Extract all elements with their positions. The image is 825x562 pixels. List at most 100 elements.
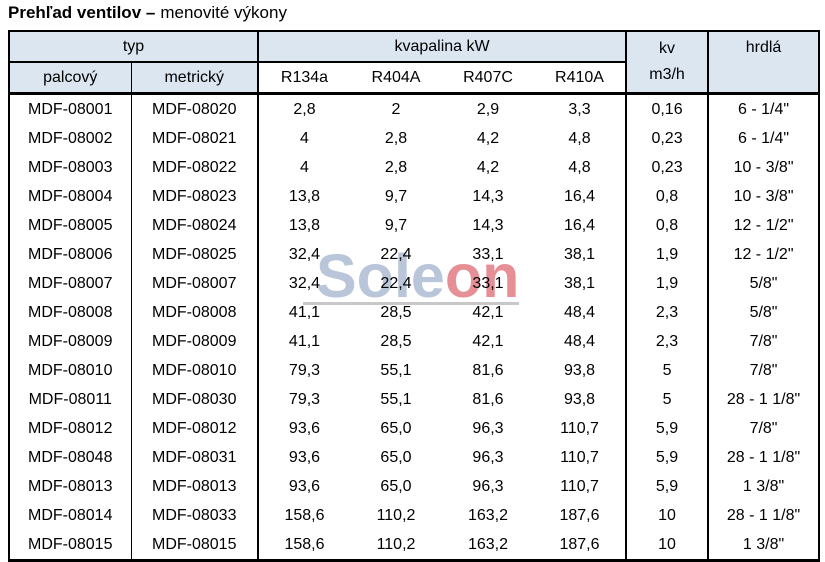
cell-kv: 0,16 — [626, 93, 710, 124]
cell-hrdla: 1 3/8" — [742, 536, 785, 553]
cell-metricky: MDF-08009 — [131, 327, 259, 356]
cell-kv: 1,9 — [626, 269, 710, 298]
cell-r410a: 48,4 — [534, 298, 628, 327]
table-row: MDF-08013 MDF-08013 93,6 65,0 96,3 110,7 5,9 1 … — [9, 472, 819, 501]
cell-hrdla: 7/8" — [749, 362, 778, 379]
cell-r404a: 2 — [391, 101, 401, 118]
cell-r134a: 41,1 — [288, 333, 321, 350]
cell-r410a: 4,8 — [534, 153, 628, 182]
cell-palcovy: MDF-08012 — [9, 414, 132, 443]
cell-hrdla: 28 - 1 1/8" — [726, 391, 801, 408]
cell-r404a: 22,4 — [380, 275, 412, 292]
cell-r404a: 22,4 — [380, 246, 412, 263]
table-body: MDF-08001 MDF-08020 2,8 2 2,9 3,3 0,16 6 - 1/4"… — [9, 93, 819, 561]
cell-palcovy: MDF-08014 — [9, 501, 132, 530]
cell-r407c: 96,3 — [472, 478, 504, 495]
table-header: typ kvapalina kW kv m3/h hrdlá palcový m… — [9, 31, 820, 95]
cell-r410a: 93,8 — [534, 356, 628, 385]
page-title-regular: menovité výkony — [160, 3, 287, 22]
cell-r404a: 110,2 — [376, 507, 416, 524]
cell-metricky: MDF-08021 — [131, 124, 259, 153]
page-title-bold: Prehľad ventilov – — [8, 3, 156, 22]
cell-r410a: 38,1 — [534, 240, 628, 269]
cell-r134a: 2,8 — [293, 101, 316, 118]
cell-r407c: 96,3 — [472, 449, 504, 466]
cell-palcovy: MDF-08004 — [9, 182, 132, 211]
cell-r404a: 28,5 — [380, 304, 412, 321]
cell-r407c: 14,3 — [472, 217, 504, 234]
cell-palcovy: MDF-08008 — [9, 298, 132, 327]
cell-r407c: 42,1 — [472, 333, 504, 350]
cell-palcovy: MDF-08007 — [9, 269, 132, 298]
header-r407c: R407C — [442, 62, 534, 95]
cell-r407c: 14,3 — [472, 188, 504, 205]
cell-r407c: 4,2 — [476, 130, 500, 147]
cell-metricky: MDF-08013 — [131, 472, 259, 501]
cell-r407c: 81,6 — [472, 362, 504, 379]
cell-hrdla: 1 3/8" — [742, 478, 785, 495]
cell-hrdla: 5/8" — [749, 304, 778, 321]
soleon-watermark-red: on — [444, 242, 520, 310]
cell-r134a: 32,4 — [288, 275, 321, 292]
header-row-columns: palcový metrický R134a R404A R407C R410A — [9, 62, 819, 95]
cell-r404a: 2,8 — [384, 159, 408, 176]
cell-r404a: 2,8 — [384, 130, 408, 147]
cell-r407c: 163,2 — [467, 536, 509, 553]
cell-hrdla: 28 - 1 1/8" — [726, 449, 801, 466]
header-typ: typ — [9, 31, 259, 63]
table-row: MDF-08048 MDF-08031 93,6 65,0 96,3 110,7 5,9 28… — [9, 443, 819, 472]
cell-palcovy: MDF-08006 — [9, 240, 132, 269]
cell-kv: 10 — [626, 501, 710, 530]
cell-kv: 5,9 — [626, 472, 710, 501]
table-row: MDF-08003 MDF-08022 4 2,8 4,2 4,8 0,23 10 - 3/8… — [9, 153, 819, 182]
cell-r134a: 158,6 — [284, 536, 325, 553]
cell-palcovy: MDF-08048 — [9, 443, 132, 472]
cell-kv: 1,9 — [626, 240, 710, 269]
cell-hrdla: 12 - 1/2" — [733, 217, 794, 234]
cell-palcovy: MDF-08002 — [9, 124, 132, 153]
table-row: MDF-08006 MDF-08025 32,4 22,4 33,1 38,1 1,9 12 … — [9, 240, 819, 269]
cell-hrdla: 10 - 3/8" — [733, 188, 794, 205]
cell-r404a: 65,0 — [380, 449, 412, 466]
cell-r134a: 4 — [300, 159, 309, 176]
header-metricky: metrický — [131, 62, 259, 95]
cell-r134a: 41,1 — [288, 304, 321, 321]
header-kv-line1: kv — [659, 40, 676, 57]
cell-r134a: 93,6 — [288, 478, 321, 495]
cell-r134a: 32,4 — [288, 246, 321, 263]
header-kvapalina: kvapalina kW — [258, 31, 628, 63]
cell-r407c: 33,1 — [472, 246, 504, 263]
cell-r410a: 187,6 — [534, 530, 628, 561]
cell-r410a: 4,8 — [534, 124, 628, 153]
cell-palcovy: MDF-08010 — [9, 356, 132, 385]
soleon-watermark: Soleon — [316, 246, 519, 307]
cell-r134a: 93,6 — [288, 449, 321, 466]
cell-palcovy: MDF-08009 — [9, 327, 132, 356]
cell-r407c: 96,3 — [472, 420, 504, 437]
cell-r404a: 55,1 — [380, 362, 412, 379]
cell-r404a: 65,0 — [380, 420, 412, 437]
cell-r410a: 110,7 — [534, 414, 628, 443]
cell-kv: 5,9 — [626, 414, 710, 443]
cell-palcovy: MDF-08005 — [9, 211, 132, 240]
cell-r407c: 33,1 — [472, 275, 504, 292]
cell-r407c: 163,2 — [467, 507, 509, 524]
cell-kv: 2,3 — [626, 327, 710, 356]
table-row: MDF-08004 MDF-08023 13,8 9,7 14,3 16,4 0,8 10 -… — [9, 182, 819, 211]
cell-r134a: 158,6 — [284, 507, 325, 524]
cell-palcovy: MDF-08013 — [9, 472, 132, 501]
cell-kv: 5,9 — [626, 443, 710, 472]
cell-r410a: 187,6 — [534, 501, 628, 530]
header-r410a: R410A — [534, 62, 628, 95]
cell-metricky: MDF-08007 — [131, 269, 259, 298]
cell-r134a: 79,3 — [288, 391, 321, 408]
cell-kv: 0,8 — [626, 211, 710, 240]
cell-hrdla: 12 - 1/2" — [733, 246, 794, 263]
header-row-groups: typ kvapalina kW kv m3/h hrdlá — [9, 31, 820, 95]
valve-overview-table: typ kvapalina kW kv m3/h hrdlá palcový m… — [8, 30, 821, 562]
page-title: Prehľad ventilov – menovité výkony — [8, 3, 287, 23]
cell-hrdla: 6 - 1/4" — [738, 130, 790, 147]
cell-metricky: MDF-08022 — [131, 153, 259, 182]
cell-r404a: 55,1 — [380, 391, 412, 408]
cell-r404a: 28,5 — [380, 333, 412, 350]
